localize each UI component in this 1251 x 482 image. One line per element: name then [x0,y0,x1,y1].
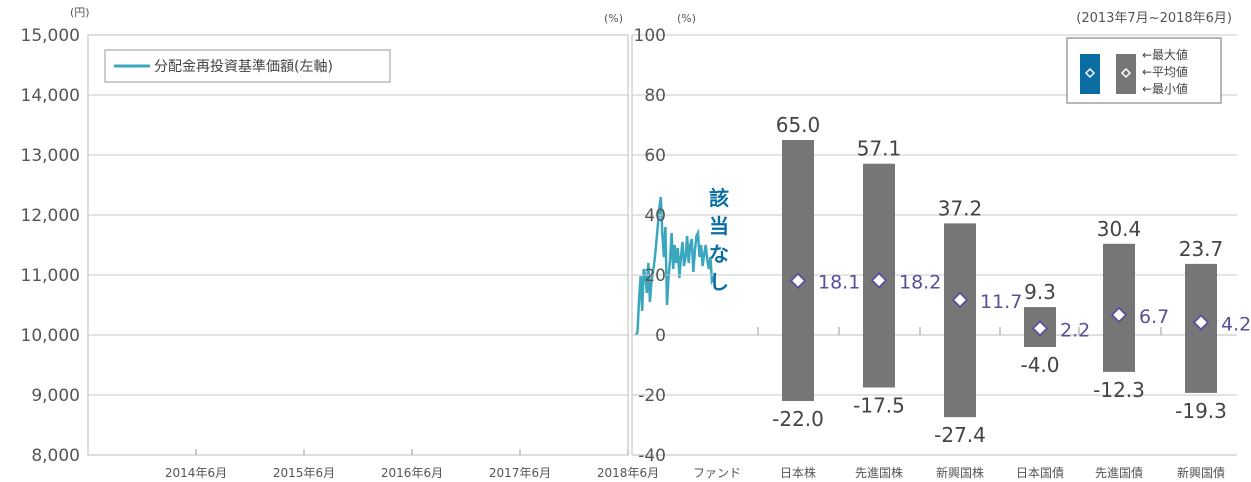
avg-marker-icon [1110,306,1128,324]
left-x-axis: 2014年6月 2015年6月 2016年6月 2017年6月 2018年6月 [165,449,659,480]
avg-value-label: 6.7 [1139,306,1169,328]
right-category-label: 新興国株 [936,465,984,480]
range-bar [782,140,814,401]
nav-series-line [634,196,717,336]
right-category-label: 日本株 [780,465,816,480]
right-y-tick-label: 60 [644,146,666,166]
left-x-tick-label: 2015年6月 [273,466,335,480]
min-value-label: -4.0 [1020,353,1059,377]
right-y-axis: 100 80 60 40 20 0 -20 -40 [634,26,666,466]
left-legend-box [104,49,391,83]
right-y-tick-label: 100 [634,26,666,46]
fund-no-data-label: 該当なし [709,186,729,294]
avg-value-label: 11.7 [980,291,1022,313]
max-value-label: 23.7 [1179,237,1224,261]
min-value-label: -22.0 [772,407,824,431]
max-value-label: 30.4 [1097,217,1142,241]
right-y-tick-label: -20 [638,386,666,406]
left-y-tick-label: 8,000 [31,446,80,466]
min-value-label: -12.3 [1093,378,1145,402]
left-y-tick-label: 13,000 [21,146,80,166]
avg-marker-icon [951,291,969,309]
left-y-tick-label: 14,000 [21,86,80,106]
left-y-tick-label: 9,000 [31,386,80,406]
left-y-tick-label: 10,000 [21,326,80,346]
left-y-tick-label: 11,000 [21,266,80,286]
min-value-label: -17.5 [853,394,905,418]
right-category-label: 先進国株 [855,465,903,480]
right-range-bars: 65.0 -22.0 18.1 57.1 -17.5 18.2 37.2 -27.4 11.7 9… [772,113,1251,447]
no-data-char: し [709,270,729,294]
max-value-label: 65.0 [776,113,821,137]
avg-marker-icon [870,272,888,289]
right-gridlines [631,34,1237,456]
avg-value-label: 4.2 [1221,313,1251,335]
right-category-label: 先進国債 [1095,465,1143,480]
avg-value-label: 18.1 [818,272,860,294]
legend-asset-swatch [1116,54,1136,94]
legend-min-label: ←最小値 [1142,81,1188,96]
right-y-tick-label: 40 [644,206,666,226]
legend-fund-avg-marker-icon [1084,67,1096,79]
avg-marker-icon [1192,314,1210,331]
right-y-tick-label: -40 [638,446,666,466]
max-value-label: 37.2 [938,196,983,220]
left-panel-right-unit: (%) [604,12,623,25]
left-legend-label: 分配金再投資基準価額(左軸) [154,58,333,75]
min-value-label: -27.4 [934,423,986,447]
avg-value-label: 18.2 [899,271,941,293]
range-bar [944,223,976,418]
legend-fund-swatch [1080,54,1100,94]
no-data-char: な [709,242,729,266]
right-y-unit: (%) [677,12,696,25]
right-category-label: 新興国債 [1177,465,1225,480]
right-y-tick-label: 80 [644,86,666,106]
min-value-label: -19.3 [1175,399,1227,423]
left-y-tick-label: 12,000 [21,206,80,226]
legend-asset-avg-marker-icon [1120,67,1132,79]
left-y-unit: (円) [70,6,90,19]
left-y-axis: 15,000 14,000 13,000 12,000 11,000 10,000 9,00… [21,26,80,466]
left-x-tick-label: 2014年6月 [165,466,227,480]
max-value-label: 9.3 [1024,280,1056,304]
right-category-label: ファンド [693,466,741,480]
legend-max-label: ←最大値 [1142,47,1188,62]
left-plot-frame [87,34,629,456]
right-category-label: 日本国債 [1016,465,1064,480]
max-value-label: 57.1 [857,137,902,161]
right-y-tick-label: 0 [655,326,666,346]
left-legend: 分配金再投資基準価額(左軸) [104,49,391,83]
legend-avg-label: ←平均値 [1142,64,1188,79]
no-data-char: 当 [709,214,729,238]
avg-value-label: 2.2 [1060,319,1090,341]
avg-marker-icon [789,272,807,289]
avg-marker-icon [1031,320,1049,337]
right-legend: ←最大値 ←平均値 ←最小値 [1066,37,1222,104]
left-y-tick-label: 15,000 [21,26,80,46]
left-x-tick-label: 2018年6月 [597,466,659,480]
period-label: (2013年7月~2018年6月) [1076,11,1232,26]
left-gridlines [88,94,628,396]
left-x-tick-label: 2016年6月 [381,466,443,480]
left-x-tick-label: 2017年6月 [489,466,551,480]
right-x-axis: ファンド 日本株 先進国株 新興国株 日本国債 先進国債 新興国債 [693,327,1225,480]
right-y-tick-label: 20 [644,266,666,286]
no-data-char: 該 [709,186,729,210]
